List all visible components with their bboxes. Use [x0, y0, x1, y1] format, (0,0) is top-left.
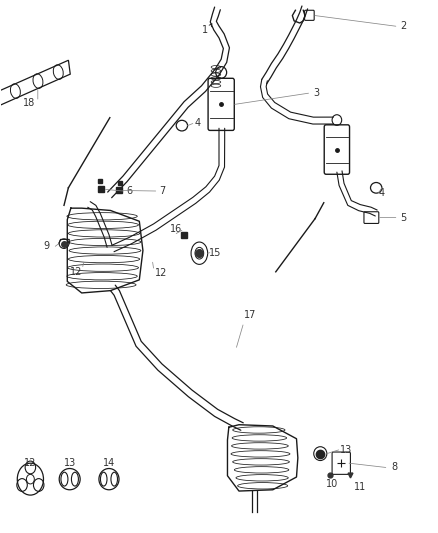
Text: 7: 7 — [159, 186, 166, 196]
Text: 6: 6 — [126, 186, 132, 196]
Text: 3: 3 — [313, 88, 319, 98]
Text: 2: 2 — [400, 21, 406, 31]
Text: 15: 15 — [209, 248, 222, 257]
Text: 16: 16 — [170, 224, 182, 234]
Text: 11: 11 — [353, 482, 366, 491]
Text: 12: 12 — [155, 269, 167, 278]
Text: 13: 13 — [339, 445, 352, 455]
Text: 5: 5 — [400, 213, 406, 223]
Text: 4: 4 — [379, 188, 385, 198]
Text: 17: 17 — [244, 310, 257, 320]
Text: 13: 13 — [64, 458, 76, 468]
Text: 14: 14 — [103, 458, 115, 468]
Text: 18: 18 — [23, 98, 35, 108]
Text: 1: 1 — [201, 26, 208, 36]
Text: 12: 12 — [70, 267, 82, 277]
Text: 8: 8 — [392, 463, 398, 472]
Text: 10: 10 — [325, 480, 338, 489]
Text: 4: 4 — [195, 118, 201, 128]
Text: 9: 9 — [43, 241, 49, 251]
Text: 12: 12 — [24, 458, 36, 468]
